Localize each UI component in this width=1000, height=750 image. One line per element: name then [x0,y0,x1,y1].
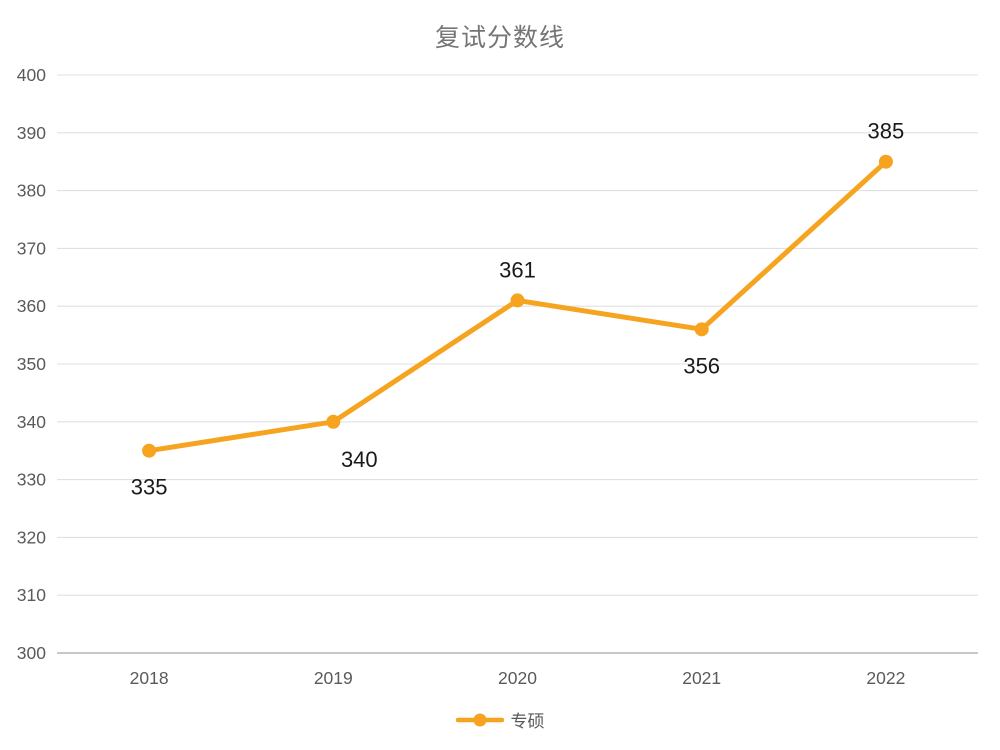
legend-label: 专硕 [510,712,545,731]
legend-item[interactable]: 专硕 [0,707,1000,732]
data-point [510,293,525,308]
data-point [878,154,893,169]
y-tick-label: 330 [17,470,46,490]
y-tick-label: 370 [17,238,46,258]
y-tick-label: 300 [17,643,46,663]
x-tick-label: 2020 [498,668,537,688]
chart-title: 复试分数线 [434,24,565,52]
data-point-label: 356 [683,353,720,378]
y-tick-label: 340 [17,412,46,432]
y-tick-label: 380 [17,181,46,201]
data-point [326,414,341,429]
x-tick-label: 2022 [866,668,905,688]
x-tick-label: 2021 [682,668,721,688]
y-tick-label: 390 [17,123,46,143]
legend-line-marker-icon [455,713,504,726]
x-tick-label: 2019 [314,668,353,688]
y-tick-label: 310 [17,585,46,605]
data-point [694,322,709,337]
data-point-label: 340 [341,447,378,472]
y-tick-label: 350 [17,354,46,374]
x-tick-label: 2018 [130,668,169,688]
y-tick-label: 400 [17,65,46,85]
y-tick-label: 320 [17,527,46,547]
data-point-label: 361 [499,257,536,282]
data-point [142,443,157,458]
y-tick-label: 360 [17,296,46,316]
data-point-label: 335 [131,475,168,500]
data-point-label: 385 [868,119,905,144]
